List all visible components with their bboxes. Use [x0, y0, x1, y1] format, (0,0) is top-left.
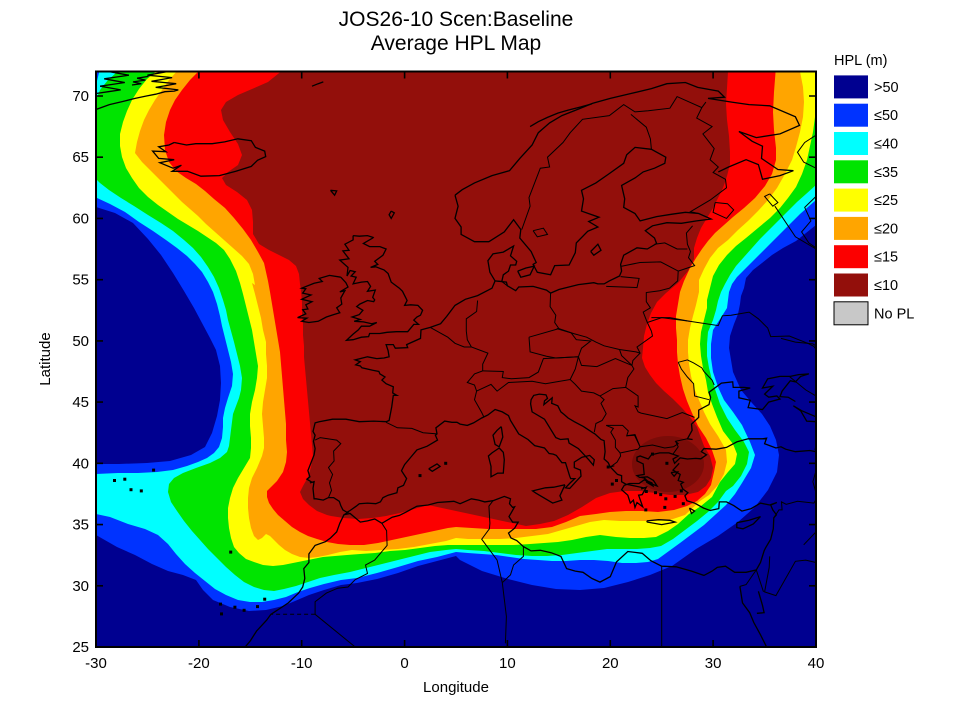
svg-text:≤25: ≤25	[874, 193, 898, 209]
svg-text:No PL: No PL	[874, 306, 914, 322]
svg-text:-20: -20	[188, 655, 210, 672]
svg-text:>50: >50	[874, 80, 899, 96]
svg-text:70: 70	[72, 88, 89, 105]
svg-text:≤10: ≤10	[874, 278, 898, 294]
svg-text:35: 35	[72, 517, 89, 534]
svg-text:55: 55	[72, 272, 89, 289]
svg-text:20: 20	[602, 655, 619, 672]
svg-text:30: 30	[705, 655, 722, 672]
svg-text:Latitude: Latitude	[37, 332, 54, 385]
svg-text:25: 25	[72, 639, 89, 656]
svg-text:≤15: ≤15	[874, 250, 898, 266]
svg-text:40: 40	[72, 455, 89, 472]
svg-text:Average HPL Map: Average HPL Map	[371, 32, 541, 55]
svg-text:65: 65	[72, 149, 89, 166]
svg-text:-30: -30	[85, 655, 107, 672]
svg-text:≤50: ≤50	[874, 108, 898, 124]
svg-text:Longitude: Longitude	[423, 679, 489, 696]
svg-text:60: 60	[72, 210, 89, 227]
svg-text:10: 10	[499, 655, 516, 672]
svg-text:40: 40	[808, 655, 825, 672]
svg-text:≤40: ≤40	[874, 137, 898, 153]
svg-text:30: 30	[72, 578, 89, 595]
svg-text:≤35: ≤35	[874, 165, 898, 181]
svg-text:JOS26-10 Scen:Baseline: JOS26-10 Scen:Baseline	[339, 8, 574, 31]
svg-text:45: 45	[72, 394, 89, 411]
svg-text:0: 0	[400, 655, 408, 672]
svg-text:≤20: ≤20	[874, 221, 898, 237]
svg-text:-10: -10	[291, 655, 313, 672]
svg-text:HPL (m): HPL (m)	[834, 53, 887, 69]
svg-text:50: 50	[72, 333, 89, 350]
